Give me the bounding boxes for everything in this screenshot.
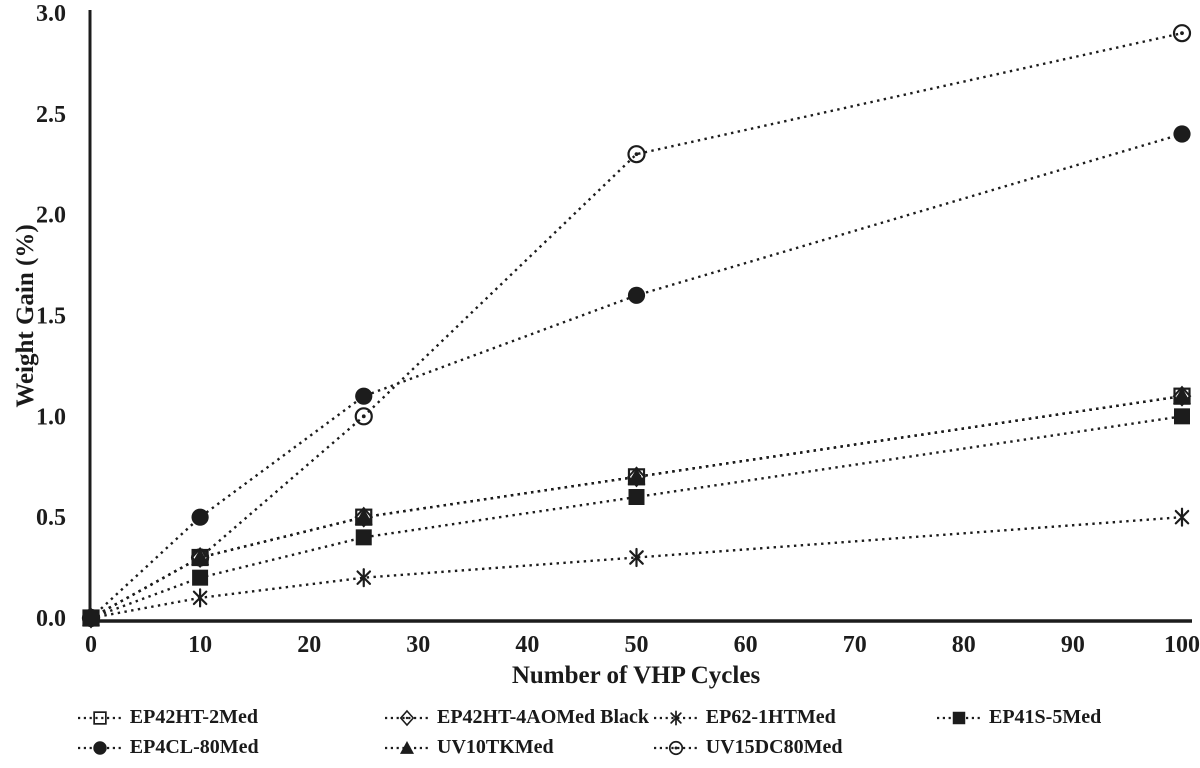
filled-triangle-marker bbox=[191, 548, 210, 565]
chart-canvas: 0.0 0.5 1.0 1.5 2.0 2.5 3.0 0 10 20 30 40 50 60 70 80 90… bbox=[36, 1, 1200, 658]
y-tick-label: 0.0 bbox=[36, 606, 66, 632]
series-markers bbox=[83, 507, 1190, 628]
filled-triangle-marker bbox=[399, 740, 415, 754]
legend-item-0[interactable]: EP42HT-2Med bbox=[77, 706, 258, 729]
x-tick-label: 60 bbox=[734, 632, 758, 658]
open-circle-dot-marker bbox=[1172, 24, 1192, 43]
legend-item-6[interactable]: UV15DC80Med bbox=[653, 736, 843, 759]
filled-circle-marker bbox=[355, 387, 373, 405]
y-tick-label: 1.5 bbox=[36, 304, 66, 330]
series-markers bbox=[81, 24, 1192, 628]
filled-triangle-legend-icon bbox=[385, 740, 429, 754]
asterisk-marker bbox=[1174, 507, 1190, 527]
filled-square-marker bbox=[355, 529, 372, 546]
legend-label: UV10TKMed bbox=[437, 736, 554, 758]
x-tick-label: 80 bbox=[952, 632, 976, 658]
series-line-open-square bbox=[90, 394, 1183, 620]
filled-square-marker bbox=[628, 489, 645, 505]
filled-circle-marker bbox=[93, 740, 107, 755]
legend-label: EP62-1HTMed bbox=[705, 706, 836, 728]
x-tick-label: 90 bbox=[1061, 632, 1085, 658]
filled-circle-marker bbox=[627, 286, 646, 304]
x-tick-label: 20 bbox=[297, 632, 321, 658]
filled-circle-marker bbox=[1173, 125, 1191, 143]
filled-triangle-marker bbox=[627, 467, 646, 485]
open-diamond-legend-icon bbox=[385, 709, 429, 726]
open-diamond-marker bbox=[399, 709, 415, 726]
filled-square-marker bbox=[83, 610, 99, 626]
open-circle-dot-marker bbox=[627, 145, 646, 164]
x-axis-title: Number of VHP Cycles bbox=[511, 662, 761, 689]
y-axis-title: Weight Gain (%) bbox=[12, 224, 39, 408]
y-tick-label: 1.0 bbox=[36, 404, 66, 430]
series-line-filled-triangle bbox=[90, 394, 1183, 620]
series-markers bbox=[82, 387, 1191, 627]
filled-circle-marker bbox=[191, 508, 209, 526]
series-line-filled-square bbox=[90, 415, 1183, 620]
asterisk-marker bbox=[356, 568, 372, 588]
legend-label: EP4CL-80Med bbox=[129, 736, 259, 758]
filled-square-marker bbox=[192, 569, 209, 586]
asterisk-marker bbox=[192, 588, 208, 608]
series-markers bbox=[81, 385, 1192, 629]
y-tick-label: 0.5 bbox=[36, 505, 66, 531]
series-line-open-diamond bbox=[90, 394, 1183, 620]
series-line-filled-circle bbox=[90, 132, 1183, 619]
filled-square-marker bbox=[1174, 408, 1190, 425]
legend-item-5[interactable]: UV10TKMed bbox=[384, 736, 554, 759]
series-markers bbox=[83, 408, 1190, 626]
x-tick-label: 50 bbox=[625, 632, 649, 658]
legend-label: EP42HT-2Med bbox=[129, 706, 258, 728]
asterisk-marker bbox=[629, 547, 644, 568]
chart-legend: EP42HT-2Med EP42HT-4AOMed Black EP62-1HTMe… bbox=[0, 700, 1200, 768]
open-circle-dot-marker bbox=[354, 407, 373, 426]
series-markers bbox=[82, 387, 1191, 626]
legend-item-4[interactable]: EP4CL-80Med bbox=[77, 736, 259, 759]
x-tick-label: 70 bbox=[843, 632, 867, 658]
open-square-legend-icon bbox=[77, 710, 122, 725]
filled-triangle-marker bbox=[354, 508, 373, 525]
y-tick-label: 3.0 bbox=[36, 1, 66, 27]
legend-item-3[interactable]: EP41S-5Med bbox=[936, 706, 1101, 729]
open-circle-dot-marker bbox=[668, 740, 683, 755]
x-tick-label: 40 bbox=[515, 632, 539, 658]
open-square-marker bbox=[93, 710, 107, 725]
filled-square-marker bbox=[952, 711, 966, 724]
x-tick-label: 0 bbox=[85, 632, 97, 658]
x-tick-label: 100 bbox=[1164, 632, 1200, 658]
legend-item-1[interactable]: EP42HT-4AOMed Black bbox=[384, 706, 649, 729]
legend-label: UV15DC80Med bbox=[705, 736, 843, 758]
y-tick-label: 2.5 bbox=[36, 102, 66, 128]
legend-label: EP41S-5Med bbox=[989, 706, 1102, 728]
legend-item-2[interactable]: EP62-1HTMed bbox=[653, 706, 836, 729]
open-circle-dot-legend-icon bbox=[653, 740, 698, 755]
filled-triangle-marker bbox=[1173, 387, 1191, 404]
y-tick-label: 2.0 bbox=[36, 203, 66, 229]
x-tick-label: 30 bbox=[406, 632, 430, 658]
legend-label: EP42HT-4AOMed Black bbox=[437, 706, 650, 728]
series-line-asterisk bbox=[90, 515, 1183, 620]
asterisk-legend-icon bbox=[653, 710, 698, 725]
x-tick-label: 10 bbox=[188, 632, 212, 658]
asterisk-marker bbox=[670, 710, 682, 725]
filled-circle-legend-icon bbox=[77, 740, 122, 755]
filled-square-legend-icon bbox=[937, 711, 981, 724]
